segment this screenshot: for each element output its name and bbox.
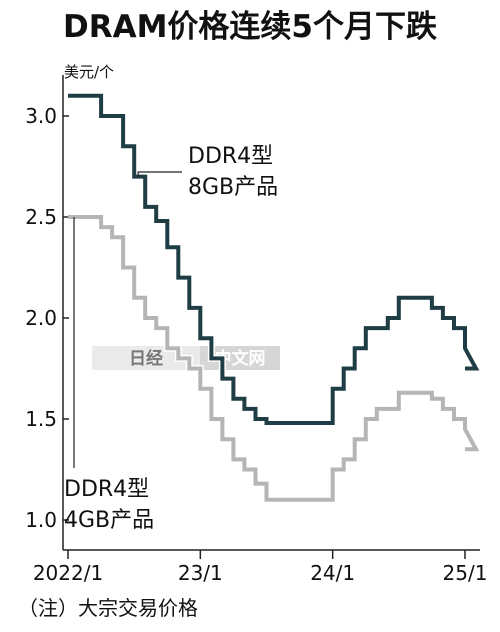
series-layer [68, 92, 482, 504]
series-line-4gb [68, 215, 480, 502]
y-tick-label: 2.5 [25, 205, 57, 229]
y-axis-unit: 美元/个 [64, 63, 114, 81]
legend-4gb: DDR4型 4GB产品 [64, 477, 154, 533]
y-tick-label: 2.0 [25, 306, 57, 330]
y-tick-label: 1.0 [25, 508, 57, 532]
leader-line-8gb [137, 171, 182, 177]
tick-labels: 1.0 1.5 2.0 2.5 3.0 2022/1 23/1 24/1 25/1 [25, 104, 487, 585]
legend-4gb-line1: DDR4型 [64, 477, 149, 502]
x-tick-label: 2022/1 [33, 561, 103, 585]
watermark: 日经 中文网 [92, 346, 280, 370]
footnote: （注）大宗交易价格 [18, 596, 198, 620]
x-tick-label: 23/1 [178, 561, 223, 585]
legend-8gb-line1: DDR4型 [188, 144, 273, 169]
axes [62, 75, 480, 559]
x-tick-label: 25/1 [443, 561, 488, 585]
legend-8gb: DDR4型 8GB产品 [188, 144, 278, 200]
watermark-right-text: 中文网 [215, 348, 266, 369]
watermark-left-text: 日经 [129, 348, 163, 369]
legend-4gb-line2: 4GB产品 [64, 508, 154, 533]
legend-8gb-line2: 8GB产品 [188, 175, 278, 200]
y-tick-label: 1.5 [25, 407, 57, 431]
chart-title: DRAM价格连续5个月下跌 [63, 9, 437, 45]
x-tick-label: 24/1 [310, 561, 355, 585]
series-line-8gb [68, 93, 480, 425]
y-tick-label: 3.0 [25, 104, 57, 128]
